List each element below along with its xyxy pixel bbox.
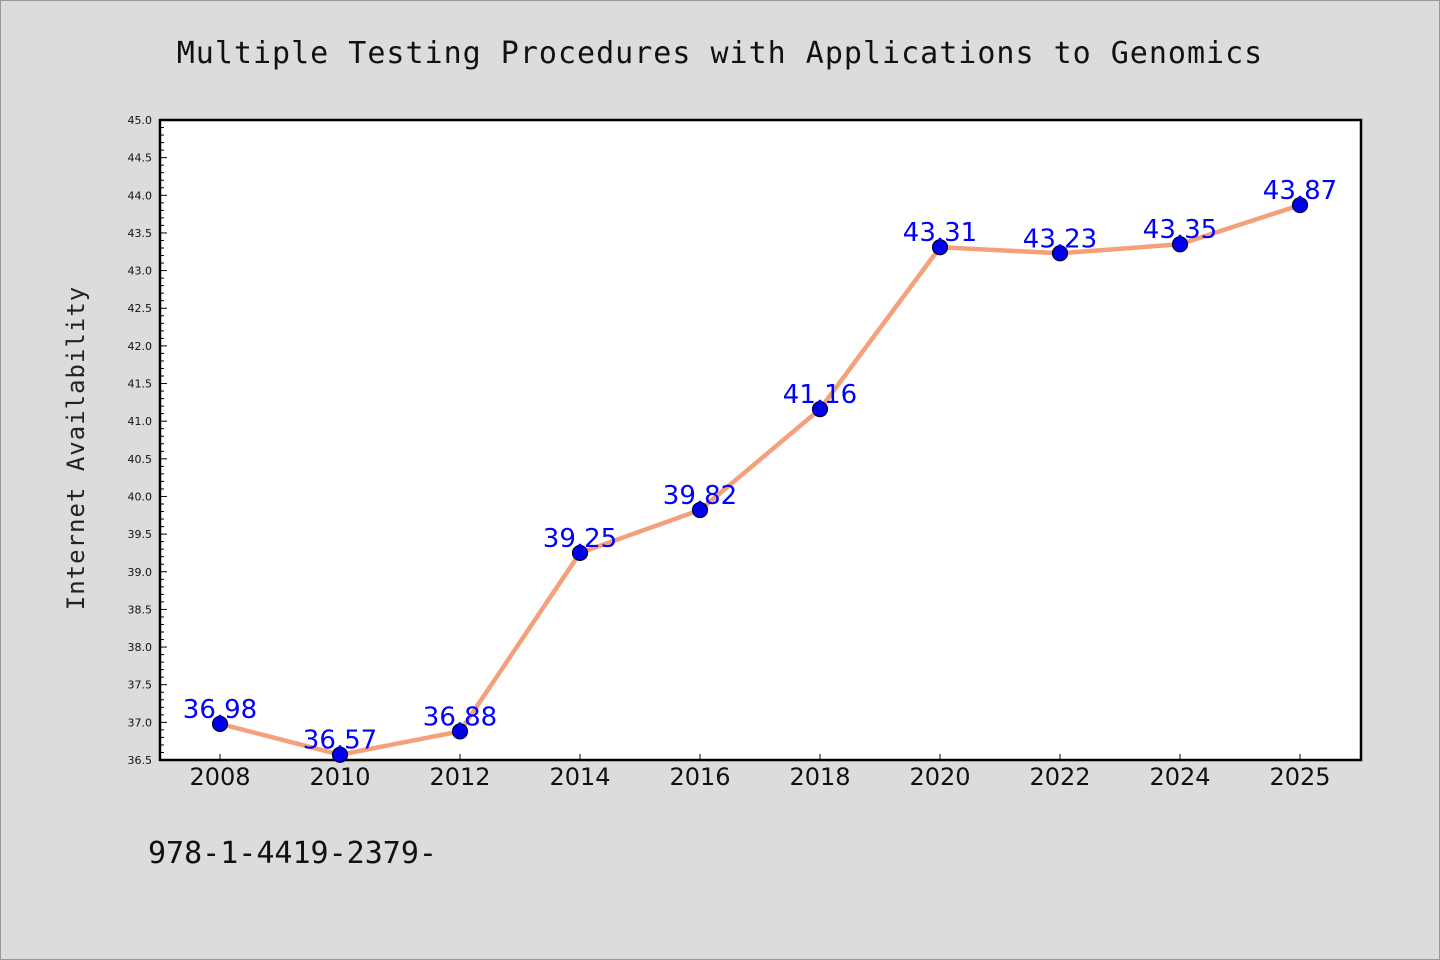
data-label: 43.87	[1263, 176, 1337, 206]
data-point-marker	[451, 723, 469, 740]
y-axis: 36.5 37.0 37.5 38.0 38.5 39.0 39.5 40.0 40.5 41.0…	[128, 114, 167, 767]
x-tick-label: 2018	[789, 763, 850, 791]
y-tick-label: 38.5	[128, 603, 153, 616]
y-tick-label: 44.5	[128, 152, 153, 165]
data-label: 39.25	[543, 524, 617, 554]
data-labels-layer: 36.98 36.57 36.88 39.25 39.82 41.16 43.31 43.23…	[183, 176, 1337, 756]
x-tick-label: 2016	[669, 763, 730, 791]
data-label: 43.23	[1023, 224, 1097, 254]
y-tick-label: 38.0	[128, 641, 153, 654]
data-label: 39.82	[663, 481, 737, 511]
data-point-marker	[1291, 196, 1309, 214]
y-tick-label: 45.0	[128, 114, 153, 127]
y-tick-label: 42.5	[128, 302, 153, 315]
chart-title: Multiple Testing Procedures with Applica…	[177, 36, 1264, 71]
y-tick-label: 39.5	[128, 528, 153, 541]
y-tick-label: 44.0	[128, 189, 153, 202]
x-tick-label: 2025	[1269, 763, 1330, 791]
data-label: 43.35	[1143, 215, 1217, 245]
plot-area	[158, 118, 1363, 762]
data-point-marker	[1051, 245, 1069, 262]
series-layer	[211, 196, 1309, 763]
y-tick-label: 37.0	[128, 716, 153, 729]
x-tick-label: 2010	[309, 763, 370, 791]
x-tick-label: 2014	[549, 763, 610, 791]
y-tick-label: 42.0	[128, 340, 153, 353]
x-tick-label: 2020	[909, 763, 970, 791]
data-point-marker	[931, 239, 949, 256]
x-tick-label: 2012	[429, 763, 490, 791]
x-tick-label: 2024	[1149, 763, 1210, 791]
data-label: 41.16	[783, 380, 857, 410]
data-label: 43.31	[903, 218, 977, 248]
x-tick-label: 2022	[1029, 763, 1090, 791]
data-point-marker	[211, 715, 229, 732]
y-tick-label: 40.5	[128, 453, 153, 466]
data-label: 36.88	[423, 702, 497, 732]
y-tick-label: 39.0	[128, 566, 153, 579]
data-point-marker	[1171, 236, 1189, 253]
y-axis-label: Internet Availability	[62, 286, 90, 610]
data-point-marker	[571, 544, 589, 562]
y-tick-label: 43.5	[128, 227, 153, 240]
data-label: 36.57	[303, 726, 377, 756]
isbn-annotation: 978-1-4419-2379-	[148, 836, 437, 871]
x-tick-label: 2008	[189, 763, 250, 791]
data-label: 36.98	[183, 695, 257, 725]
x-axis: 2008 2010 2012 2014 2016 2018 2020 2022 2024 2025	[189, 754, 1331, 791]
y-tick-label: 41.5	[128, 378, 153, 391]
y-tick-label: 40.0	[128, 490, 153, 503]
data-point-marker	[331, 746, 349, 763]
y-tick-label: 37.5	[128, 679, 153, 692]
y-tick-label: 36.5	[128, 754, 153, 767]
y-tick-label: 43.0	[128, 265, 153, 278]
data-point-marker	[691, 501, 709, 519]
series-line	[217, 202, 1303, 757]
y-tick-label: 41.0	[128, 415, 153, 428]
data-point-marker	[811, 401, 829, 418]
